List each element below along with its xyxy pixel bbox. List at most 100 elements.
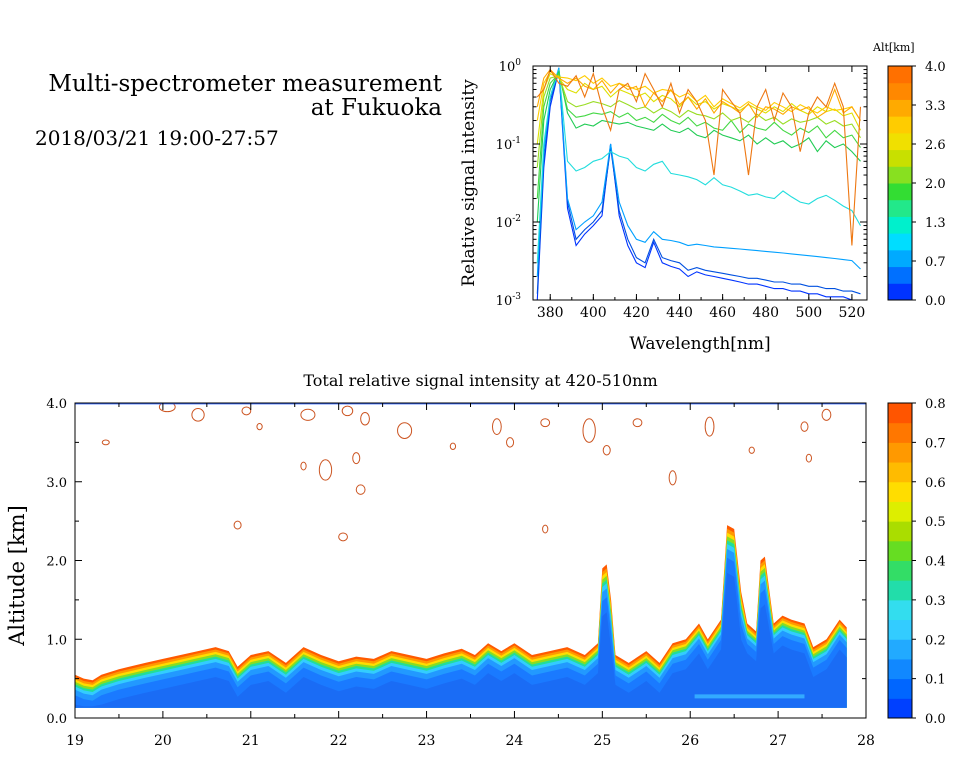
- cloud-contour: [318, 459, 333, 481]
- cloud-contour: [748, 446, 755, 454]
- low-level-streak: [694, 694, 805, 699]
- x-tick-label: 20: [154, 733, 172, 749]
- x-axis-label: Wavelength[nm]: [629, 334, 770, 354]
- colorbar-segment: [888, 540, 912, 561]
- colorbar-segment: [888, 99, 912, 117]
- colorbar-tick-label: 2.6: [925, 138, 946, 153]
- y-tick-label: 100: [499, 58, 522, 75]
- colorbar-tick-label: 4.0: [925, 60, 946, 75]
- cloud-contour: [397, 422, 413, 439]
- colorbar-tick-label: 0.8: [925, 397, 946, 412]
- spectrum-series-0: [536, 69, 861, 300]
- cloud-contour: [542, 524, 549, 534]
- x-tick-label: 400: [580, 305, 607, 321]
- colorbar-segment: [888, 501, 912, 522]
- cloud-contour: [506, 437, 515, 448]
- heatmap-title: Total relative signal intensity at 420-5…: [303, 371, 657, 390]
- x-tick-label: 480: [752, 305, 779, 321]
- colorbar-segment: [888, 266, 912, 284]
- colorbar-tick-label: 0.6: [925, 476, 946, 491]
- x-tick-label: 380: [537, 305, 564, 321]
- cloud-contour: [800, 421, 809, 432]
- colorbar-segment: [888, 422, 912, 443]
- x-tick-label: 27: [769, 733, 787, 749]
- colorbar-segment: [888, 199, 912, 217]
- y-tick-label: 3.0: [46, 476, 67, 491]
- colorbar-tick-label: 0.1: [925, 673, 946, 688]
- x-tick-label: 26: [681, 733, 699, 749]
- title-line-1: Multi-spectrometer measurement: [48, 71, 442, 97]
- colorbar-segment: [888, 442, 912, 463]
- cloud-contour: [191, 408, 205, 422]
- cloud-contour: [491, 418, 502, 435]
- cloud-contour: [256, 422, 263, 431]
- colorbar-label: Alt[km]: [872, 41, 915, 54]
- colorbar-segment: [888, 481, 912, 502]
- cloud-contour: [360, 411, 370, 426]
- cloud-contour: [540, 418, 551, 428]
- y-tick-label: 2.0: [46, 555, 67, 570]
- x-tick-label: 520: [839, 305, 866, 321]
- spectrum-lines: [536, 67, 862, 300]
- date-range: 2018/03/21 19:00-27:57: [35, 126, 279, 150]
- colorbar-tick-label: 1.3: [925, 216, 946, 231]
- colorbar-tick-label: 2.0: [925, 177, 946, 192]
- colorbar-segment: [888, 116, 912, 134]
- cloud-contour: [101, 439, 110, 446]
- cloud-contour: [352, 452, 361, 465]
- spectrum-series-3: [536, 69, 861, 263]
- spectrum-series-7: [536, 72, 861, 145]
- y-tick-label: 10-2: [496, 214, 521, 231]
- cloud-contour: [805, 453, 813, 463]
- x-tick-label: 21: [242, 733, 260, 749]
- colorbar-segment: [888, 183, 912, 201]
- x-tick-label: 22: [330, 733, 348, 749]
- spectrum-series-2: [536, 67, 861, 277]
- colorbar-segment: [888, 233, 912, 251]
- x-tick-label: 23: [418, 733, 436, 749]
- x-tick-label: 500: [795, 305, 822, 321]
- colorbar-segment: [888, 403, 912, 424]
- colorbar-segment: [888, 678, 912, 699]
- title-line-2: at Fukuoka: [310, 95, 442, 121]
- spectrum-series-4: [536, 69, 861, 223]
- cloud-contour: [668, 470, 677, 486]
- colorbar-segment: [888, 166, 912, 184]
- colorbar-segment: [888, 249, 912, 268]
- cloud-contour: [704, 416, 715, 437]
- cloud-contour: [300, 461, 307, 471]
- cloud-contour: [300, 408, 316, 421]
- cloud-contour: [449, 442, 457, 450]
- spectrum-series-10: [536, 68, 862, 246]
- cloud-contour: [241, 406, 252, 416]
- cloud-contour: [158, 403, 176, 413]
- spectrum-series-1: [536, 68, 861, 295]
- colorbar-segment: [888, 521, 912, 542]
- cloud-contour: [582, 418, 596, 443]
- x-tick-label: 25: [593, 733, 611, 749]
- altitude-heatmap: 19 20 21 22 23 24 25 26 27 28 0.0 1.0 2.0 3.0 4.0 Total…: [5, 371, 946, 749]
- colorbar-segment: [888, 580, 912, 601]
- layer-band-6: [75, 549, 847, 708]
- spectrum-series-5: [536, 72, 861, 199]
- cloud-contour: [355, 484, 366, 495]
- spectrum-frame: [532, 65, 868, 301]
- colorbar-segment: [888, 619, 912, 640]
- x-tick-label: 440: [666, 305, 693, 321]
- colorbar-tick-label: 0.0: [925, 712, 946, 727]
- colorbar-segment: [888, 658, 912, 680]
- colorbar-segment: [888, 66, 912, 84]
- y-tick-label: 10-1: [496, 136, 521, 153]
- colorbar-segment: [888, 82, 912, 100]
- colorbar-segment: [888, 698, 912, 719]
- colorbar-tick-label: 0.7: [925, 436, 946, 451]
- spectrum-series-9: [536, 68, 861, 121]
- colorbar-segment: [888, 639, 912, 660]
- heatmap-field: [75, 403, 866, 708]
- colorbar-segment: [888, 132, 912, 151]
- y-tick-label: 4.0: [46, 397, 67, 412]
- cloud-contour: [341, 405, 354, 417]
- spectrum-series-8: [536, 70, 861, 121]
- spectrum-series-6: [536, 75, 861, 168]
